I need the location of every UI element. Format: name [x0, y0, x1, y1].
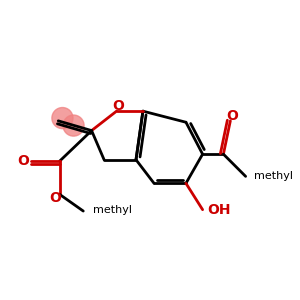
Text: O: O [50, 191, 61, 205]
Text: O: O [112, 99, 124, 113]
Text: O: O [226, 109, 238, 123]
Text: methyl: methyl [93, 205, 132, 215]
Circle shape [52, 107, 73, 129]
Text: OH: OH [207, 203, 230, 217]
Circle shape [63, 115, 84, 136]
Text: O: O [18, 154, 29, 168]
Text: methyl: methyl [254, 171, 293, 182]
